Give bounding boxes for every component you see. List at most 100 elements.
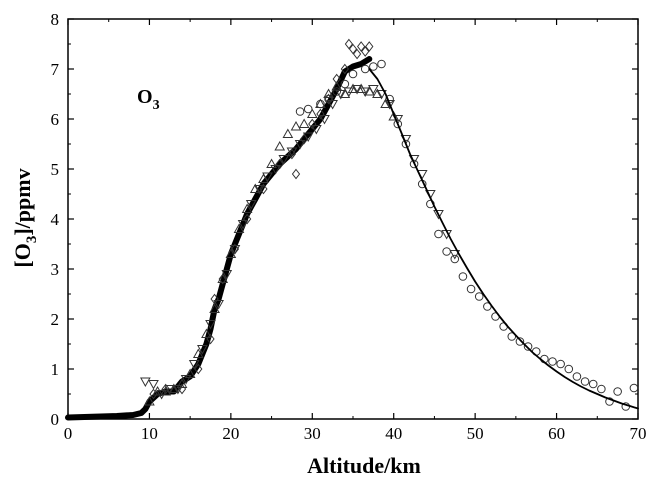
triangle-down-point xyxy=(311,125,322,135)
circle-point xyxy=(442,247,451,256)
triangle-down-point xyxy=(188,360,200,370)
circle-point xyxy=(377,59,386,69)
axis-ticks: 0 10 20 30 40 50 60 70 0 1 2 3 4 5 6 7 8 xyxy=(51,10,647,443)
diamond-point xyxy=(291,168,301,180)
y-tick-label: 5 xyxy=(51,160,60,179)
diamond-point xyxy=(161,383,170,395)
diamond-point xyxy=(230,243,240,255)
triangle-up-point xyxy=(274,140,286,151)
y-tick-label: 6 xyxy=(51,110,60,129)
diamond-point xyxy=(300,133,309,145)
diamond-point xyxy=(316,108,325,120)
triangle-down-point xyxy=(164,385,176,395)
circle-point xyxy=(564,364,574,374)
triangle-down-point xyxy=(229,245,241,255)
fit-curve xyxy=(368,68,639,410)
triangle-down-point xyxy=(327,100,338,110)
triangle-down-point xyxy=(254,185,265,195)
circle-point xyxy=(629,383,639,393)
species-annotation: O3 xyxy=(137,86,160,113)
data-marks xyxy=(65,38,639,421)
series-fit-line xyxy=(368,68,639,410)
triangle-up-point xyxy=(144,395,155,406)
diamond-point xyxy=(206,333,215,345)
y-tick-label: 1 xyxy=(51,360,60,379)
diamond-point xyxy=(365,41,374,52)
y-tick-label: 7 xyxy=(51,60,60,79)
triangle-up-point xyxy=(217,273,229,283)
diamond-point xyxy=(210,293,219,305)
x-tick-label: 20 xyxy=(222,424,239,443)
x-tick-label: 0 xyxy=(64,424,73,443)
triangle-up-point xyxy=(233,223,245,233)
circle-point xyxy=(613,387,622,396)
triangle-down-point xyxy=(237,220,249,230)
diamond-point xyxy=(275,158,284,170)
x-tick-label: 40 xyxy=(385,424,402,443)
triangle-up-point xyxy=(184,368,196,378)
x-axis-title: Altitude/km xyxy=(307,453,421,477)
diamond-point xyxy=(344,38,354,50)
diamond-point xyxy=(340,63,349,75)
triangle-down-point xyxy=(197,345,208,355)
diamond-point xyxy=(149,388,158,400)
triangle-down-point xyxy=(205,320,216,330)
series-triangle-down xyxy=(140,85,461,400)
triangle-up-point xyxy=(266,158,277,168)
triangle-up-point xyxy=(168,383,180,393)
triangle-up-point xyxy=(176,378,188,388)
plot-frame xyxy=(67,18,639,420)
triangle-up-point xyxy=(298,118,310,128)
triangle-down-point xyxy=(343,87,355,98)
triangle-down-point xyxy=(156,390,167,400)
triangle-down-point xyxy=(359,87,371,98)
triangle-up-point xyxy=(192,348,204,358)
y-tick-label: 8 xyxy=(51,10,60,29)
y-tick-label: 2 xyxy=(51,310,60,329)
circle-point xyxy=(458,272,468,281)
circle-point xyxy=(409,159,419,169)
circle-point xyxy=(474,292,484,301)
y-tick-label: 3 xyxy=(51,260,60,279)
diamond-point xyxy=(348,43,358,55)
diamond-point xyxy=(218,273,227,285)
diamond-point xyxy=(357,41,366,52)
triangle-up-point xyxy=(372,88,383,98)
triangle-down-point xyxy=(221,270,233,280)
diamond-point xyxy=(259,183,268,195)
triangle-up-point xyxy=(249,183,261,193)
triangle-down-point xyxy=(294,140,306,150)
triangle-down-point xyxy=(433,210,444,220)
x-tick-label: 30 xyxy=(304,424,321,443)
circle-point xyxy=(450,254,460,264)
triangle-up-point xyxy=(290,120,302,131)
triangle-up-point xyxy=(209,303,220,313)
triangle-up-point xyxy=(323,88,334,98)
triangle-down-point xyxy=(140,377,151,388)
triangle-down-point xyxy=(319,115,330,125)
diamond-point xyxy=(243,213,252,225)
triangle-down-point xyxy=(262,172,273,183)
diamond-point xyxy=(308,118,317,130)
circle-point xyxy=(348,69,358,79)
circle-point xyxy=(434,229,443,239)
circle-point xyxy=(548,357,557,366)
plot-border xyxy=(67,18,639,420)
triangle-up-point xyxy=(201,328,212,338)
circle-point xyxy=(597,384,606,394)
triangle-down-point xyxy=(213,300,224,310)
diamond-point xyxy=(361,46,370,57)
circle-point xyxy=(572,372,582,381)
triangle-down-point xyxy=(449,250,461,260)
diamond-point xyxy=(332,73,341,85)
triangle-down-point xyxy=(368,85,379,95)
diamond-point xyxy=(324,93,333,105)
triangle-up-point xyxy=(241,203,253,213)
circle-point xyxy=(507,332,517,341)
circle-point xyxy=(556,359,565,369)
y-tick-label: 0 xyxy=(51,410,60,429)
triangle-up-point xyxy=(225,248,237,258)
triangle-up-point xyxy=(380,98,391,108)
triangle-down-point xyxy=(245,200,257,210)
